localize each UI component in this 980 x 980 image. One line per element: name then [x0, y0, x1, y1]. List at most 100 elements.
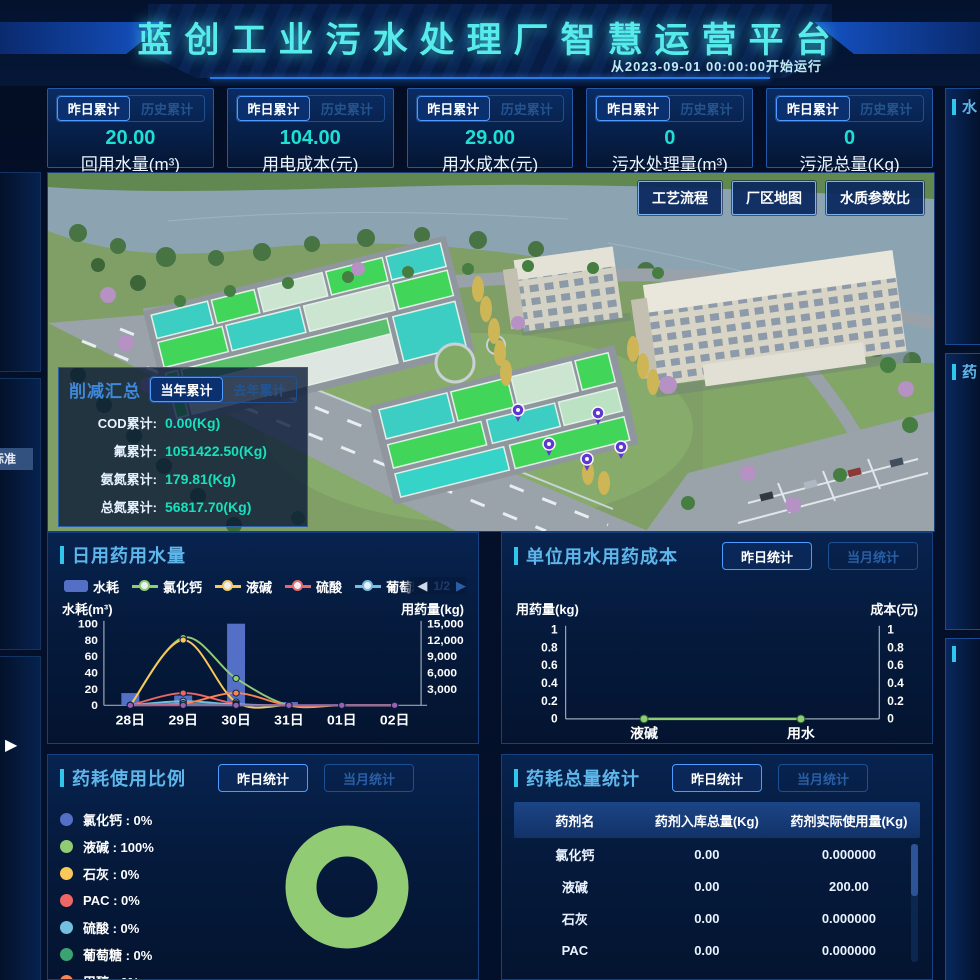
pie-legend-item[interactable]: 甲醇 : 0% — [60, 968, 256, 979]
pie-legend-item[interactable]: 硫酸 : 0% — [60, 914, 256, 941]
reduction-tabs: 当年累计 去年累计 — [149, 376, 297, 403]
water-quality-compare-button[interactable]: 水质参数比 — [826, 181, 924, 215]
svg-text:100: 100 — [78, 618, 98, 630]
tab-history-total[interactable]: 历史累计 — [680, 102, 733, 117]
tab-history-total[interactable]: 历史累计 — [320, 102, 373, 117]
svg-text:0.2: 0.2 — [887, 695, 904, 708]
chart-legend: 水耗氯化钙液碱硫酸葡萄糖◀1/2▶ — [64, 577, 466, 595]
legend-item[interactable]: 水耗 — [64, 577, 119, 595]
panel-daily-chemical-water-usage: 日用药用水量 水耗氯化钙液碱硫酸葡萄糖◀1/2▶ 水耗(m³) 用药量(kg) … — [47, 532, 479, 744]
pie-legend-item[interactable]: 液碱 : 100% — [60, 833, 256, 860]
svg-text:用水: 用水 — [787, 725, 815, 741]
legend-item[interactable]: 液碱 — [215, 577, 272, 595]
pie-legend-label: 石灰 : 0% — [83, 867, 140, 882]
legend-prev-icon[interactable]: ◀ — [417, 578, 428, 593]
table-cell: 0.00 — [694, 846, 720, 862]
left-edge-panel-2 — [0, 378, 41, 650]
pie-legend: 氯化钙 : 0% 液碱 : 100% 石灰 : 0% PAC : 0% 硫酸 : 0% 葡… — [60, 798, 256, 979]
legend-next-icon[interactable]: ▶ — [456, 578, 466, 593]
chemical-table: 药剂名 药剂入库总量(Kg) 药剂实际使用量(Kg) 氯化钙 0.00 0.000000… — [514, 802, 920, 966]
legend-page-number: 1/2 — [433, 579, 450, 593]
table-scrollbar[interactable] — [911, 844, 918, 962]
reduction-label: 氟累计: — [113, 444, 157, 459]
table-cell: 0.00 — [694, 910, 720, 926]
pie-legend-item[interactable]: PAC : 0% — [60, 887, 256, 914]
svg-text:0.2: 0.2 — [541, 695, 558, 708]
title-accent-bar — [952, 363, 956, 380]
tab-yesterday-total[interactable]: 昨日累计 — [416, 96, 490, 121]
stat-card: 昨日累计 历史累计 20.00 回用水量(m³) — [47, 88, 214, 174]
svg-text:9,000: 9,000 — [427, 650, 457, 663]
title-accent-bar — [514, 769, 518, 787]
svg-text:80: 80 — [85, 634, 99, 647]
tab-current-year[interactable]: 当年累计 — [150, 377, 223, 402]
reduction-value: 0.00(Kg) — [165, 414, 221, 431]
svg-text:12,000: 12,000 — [427, 634, 464, 647]
stat-value: 0 — [664, 127, 676, 149]
yesterday-stats-button[interactable]: 昨日统计 — [218, 764, 309, 792]
svg-text:0: 0 — [91, 699, 98, 712]
bottom-row: 药耗使用比例 昨日统计 当月统计 氯化钙 : 0% 液碱 : 100% 石灰 : 0… — [47, 754, 933, 980]
office-building-large — [630, 250, 911, 398]
stat-label: 用水成本(元) — [441, 155, 539, 174]
legend-pager: ◀ 1/2 ▶ — [403, 577, 466, 595]
legend-item[interactable]: 硫酸 — [285, 577, 342, 595]
title-accent-bar — [60, 546, 64, 564]
tab-yesterday-total[interactable]: 昨日累计 — [236, 96, 311, 121]
table-cell: 0.00 — [694, 942, 720, 958]
yesterday-stats-button[interactable]: 昨日统计 — [722, 542, 813, 570]
plant-map-button[interactable]: 厂区地图 — [732, 181, 816, 215]
legend-item[interactable]: 氯化钙 — [132, 577, 202, 595]
tab-history-total[interactable]: 历史累计 — [500, 102, 553, 117]
pie-legend-item[interactable]: 石灰 : 0% — [60, 860, 256, 887]
tab-yesterday-total[interactable]: 昨日累计 — [776, 96, 850, 121]
parking-lot — [646, 411, 934, 531]
expand-panel-arrow[interactable]: ▶ — [5, 737, 18, 754]
tab-history-total[interactable]: 历史累计 — [141, 102, 194, 117]
scrollbar-thumb[interactable] — [911, 844, 918, 896]
tab-last-year[interactable]: 去年累计 — [233, 383, 286, 398]
svg-text:0.6: 0.6 — [541, 659, 558, 672]
month-stats-button[interactable]: 当月统计 — [324, 764, 415, 792]
tab-history-total[interactable]: 历史累计 — [860, 102, 913, 117]
right-axis-name: 成本(元) — [870, 602, 918, 617]
panel-chemical-total-stats: 药耗总量统计 昨日统计 当月统计 药剂名 药剂入库总量(Kg) 药剂实际使用量(Kg… — [501, 754, 933, 980]
svg-text:02日: 02日 — [380, 713, 409, 728]
usage-ratio-donut-chart — [285, 825, 409, 949]
legend-line-swatch — [215, 580, 242, 592]
title-accent-bar — [952, 646, 956, 662]
yesterday-stats-button[interactable]: 昨日统计 — [672, 764, 763, 792]
month-stats-button[interactable]: 当月统计 — [828, 542, 919, 570]
pie-legend-dot — [60, 894, 73, 907]
legend-item-label: 水耗 — [93, 579, 120, 595]
table-cell: 氯化钙 — [555, 847, 595, 863]
reduction-label: COD累计: — [97, 416, 157, 431]
svg-text:0.8: 0.8 — [541, 642, 558, 655]
svg-text:0.6: 0.6 — [887, 659, 904, 672]
right-edge-panel: 药 — [945, 353, 980, 630]
pie-legend-item[interactable]: 氯化钙 : 0% — [60, 806, 256, 833]
unit-cost-chart: 0 0 0.2 0.2 0.4 0.4 0.6 0.6 0.8 0.8 1 1 液碱 用水 — [541, 624, 904, 742]
svg-text:0.4: 0.4 — [887, 677, 904, 690]
stat-value: 20.00 — [105, 127, 156, 149]
right-edge-panel-title: 药 — [952, 361, 980, 382]
pink-trees — [100, 262, 914, 513]
office-building-small — [502, 246, 632, 336]
reduction-row: 氟累计: 1051422.50(Kg) — [69, 441, 297, 460]
process-flow-button[interactable]: 工艺流程 — [638, 181, 722, 215]
month-stats-button[interactable]: 当月统计 — [778, 764, 869, 792]
tab-yesterday-total[interactable]: 昨日累计 — [57, 96, 131, 121]
table-row: 液碱 0.00 200.00 — [514, 870, 920, 902]
legend-item-label: 液碱 — [246, 579, 273, 595]
table-cell: PAC — [561, 942, 589, 958]
right-edge-panel — [945, 638, 980, 980]
charts-row: 日用药用水量 水耗氯化钙液碱硫酸葡萄糖◀1/2▶ 水耗(m³) 用药量(kg) … — [47, 532, 933, 744]
svg-text:40: 40 — [85, 667, 99, 680]
pie-legend-dot — [60, 975, 73, 979]
stat-value: 29.00 — [464, 127, 516, 149]
pie-legend-item[interactable]: 葡萄糖 : 0% — [60, 941, 256, 968]
stat-label: 用电成本(元) — [262, 155, 359, 174]
stat-card-tabs: 昨日累计 历史累计 — [235, 95, 385, 122]
tab-yesterday-total[interactable]: 昨日累计 — [596, 96, 670, 121]
